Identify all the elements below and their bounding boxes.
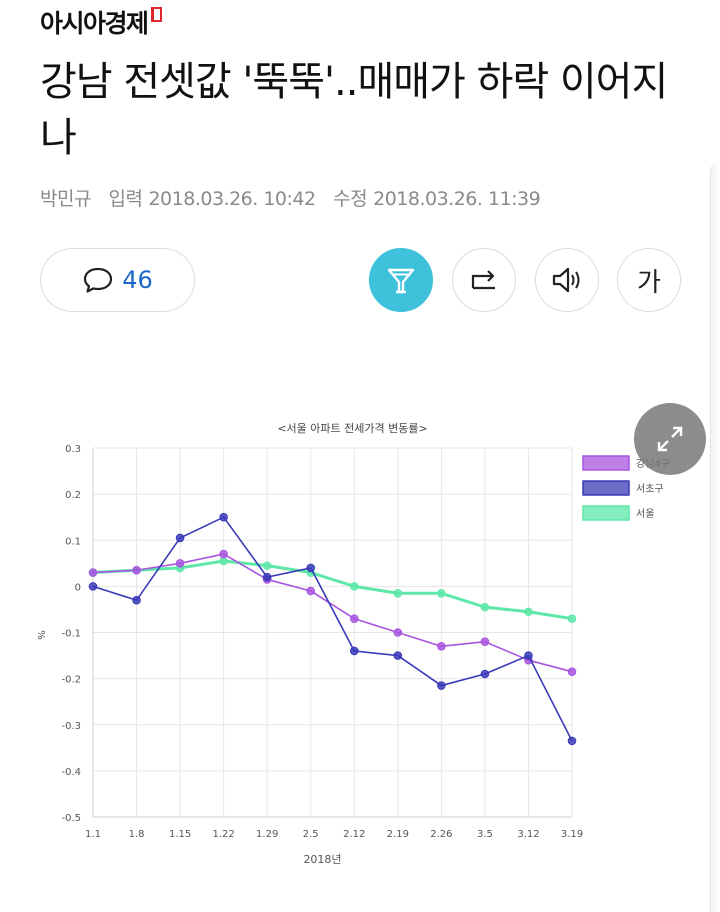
data-point — [262, 561, 272, 570]
data-point — [88, 582, 98, 591]
comment-button[interactable]: 46 — [40, 248, 195, 312]
x-tick-label: 3.19 — [561, 829, 583, 840]
data-point — [132, 565, 141, 575]
x-tick-label: 2.19 — [387, 829, 409, 840]
data-point — [393, 651, 403, 660]
data-point — [480, 637, 490, 647]
y-tick-label: -0.4 — [61, 767, 81, 778]
x-tick-label: 1.1 — [85, 829, 101, 840]
chart-grid — [92, 447, 573, 818]
data-point — [437, 681, 446, 690]
y-tick-label: -0.1 — [61, 629, 81, 640]
x-tick-label: 2.12 — [343, 829, 365, 840]
x-axis-label: 2018년 — [303, 853, 341, 866]
chart-title: <서울 아파트 전세가격 변동률> — [277, 422, 427, 435]
data-point — [175, 533, 185, 543]
data-point — [88, 568, 98, 577]
x-tick-label: 1.29 — [256, 829, 278, 840]
masthead: 아시아경제 — [40, 2, 162, 42]
published-label: 입력 — [108, 188, 143, 210]
data-point — [480, 602, 490, 612]
data-point — [567, 667, 577, 677]
data-point — [480, 669, 490, 679]
x-tick-label: 2.5 — [303, 829, 319, 840]
brand-mark-icon — [150, 6, 162, 22]
data-point — [219, 549, 228, 559]
y-tick-label: 0.3 — [65, 444, 81, 455]
data-point — [262, 572, 272, 582]
font-size-button[interactable]: 가 — [617, 248, 681, 312]
filter-button[interactable] — [369, 248, 433, 312]
data-point — [524, 651, 533, 660]
data-point — [175, 559, 185, 568]
x-tick-label: 1.22 — [213, 829, 235, 840]
article-title: 강남 전셋값 '뚝뚝'..매매가 하락 이어지나 — [40, 59, 668, 161]
y-tick-label: 0 — [75, 582, 81, 593]
modified-label: 수정 — [333, 188, 368, 210]
share-icon — [471, 270, 495, 290]
data-point — [132, 595, 141, 605]
chart-axes: 0.3 0.2 0.1 0 -0.1 -0.2 -0.3 -0.4 -0.5 1.1 1.8 1.15… — [61, 444, 583, 840]
data-point — [349, 646, 359, 656]
font-size-label: 가 — [637, 267, 661, 298]
x-tick-label: 3.12 — [517, 829, 539, 840]
data-point — [349, 582, 359, 591]
data-point — [306, 586, 316, 596]
data-point — [437, 642, 446, 651]
modified-date: 2018.03.26. 11:39 — [373, 188, 541, 210]
y-tick-label: 0.2 — [65, 490, 81, 501]
published-date: 2018.03.26. 10:42 — [148, 188, 316, 210]
data-point — [524, 607, 533, 617]
speaker-icon — [552, 267, 580, 293]
y-tick-label: 0.1 — [65, 536, 81, 547]
legend-label: 서울 — [636, 508, 654, 520]
data-point — [393, 628, 403, 637]
chart-series — [88, 512, 577, 746]
chart: <서울 아파트 전세가격 변동률> 0.3 0.2 0.1 0 -0.1 -0.2 -0.3… — [35, 422, 670, 866]
brand-logo[interactable]: 아시아경제 — [40, 9, 149, 38]
legend-swatch — [582, 480, 630, 496]
expand-image-button[interactable] — [634, 403, 706, 475]
series-line — [92, 516, 573, 742]
byline: 박민규 입력 2018.03.26. 10:42 수정 2018.03.26. 11… — [40, 184, 552, 211]
data-point — [306, 563, 316, 573]
data-point — [219, 512, 228, 522]
legend-swatch — [582, 505, 630, 521]
x-tick-label: 3.5 — [477, 829, 493, 840]
data-point — [437, 588, 446, 598]
data-point — [349, 614, 359, 623]
read-aloud-button[interactable] — [535, 248, 599, 312]
author-name: 박민규 — [40, 188, 91, 210]
data-point — [567, 614, 577, 623]
x-tick-label: 1.8 — [129, 829, 145, 840]
x-tick-label: 2.26 — [430, 829, 452, 840]
x-tick-label: 1.15 — [169, 829, 191, 840]
share-button[interactable] — [452, 248, 516, 312]
comment-count: 46 — [122, 266, 153, 294]
legend-label: 서초구 — [636, 483, 664, 495]
legend-swatch — [582, 455, 630, 471]
cocktail-filter-icon — [387, 268, 415, 294]
y-tick-label: -0.2 — [61, 675, 81, 686]
series-line — [92, 559, 573, 621]
side-panel-edge — [710, 162, 720, 912]
y-tick-label: -0.3 — [61, 721, 81, 732]
data-point — [393, 588, 403, 598]
y-axis-label: % — [35, 630, 46, 640]
expand-icon — [657, 426, 683, 452]
series-line — [92, 553, 573, 673]
comment-icon — [84, 267, 113, 293]
y-tick-label: -0.5 — [61, 813, 81, 824]
data-point — [567, 736, 577, 746]
